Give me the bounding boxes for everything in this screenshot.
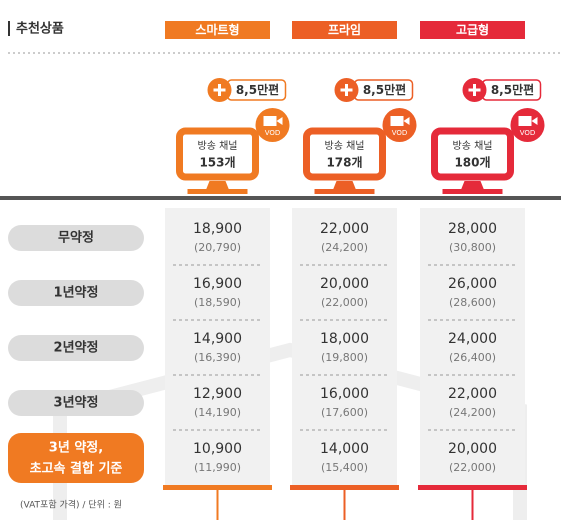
vod-camera [518, 116, 532, 126]
badge-plus [213, 84, 226, 96]
title-bar [8, 21, 10, 36]
price: 22,000 [448, 386, 497, 402]
column-bg [165, 208, 270, 488]
price-vat: (26,400) [449, 351, 496, 364]
price-vat: (22,000) [449, 461, 496, 474]
price: 12,900 [193, 386, 242, 402]
row-label: 2년약정 [54, 340, 99, 356]
vod-camera [390, 116, 404, 126]
row-label-pill [8, 225, 144, 251]
row-label: 3년 약정, [49, 440, 103, 456]
price-vat: (19,800) [321, 351, 368, 364]
price-vat: (24,200) [321, 241, 368, 254]
price-vat: (22,000) [321, 296, 368, 309]
column-bottom-bar [163, 485, 272, 490]
footer-note: (VAT포함 가격) / 단위 : 원 [20, 499, 122, 511]
tv-screen [431, 127, 514, 181]
row-label-pill [8, 280, 144, 306]
vod-text: VOD [392, 129, 408, 137]
tv-base [314, 189, 375, 194]
badge-text: 8,5만편 [363, 82, 406, 97]
plan-name: 고급형 [456, 22, 489, 37]
price-vat: (30,800) [449, 241, 496, 254]
row-label-pill [8, 433, 144, 483]
price: 14,900 [193, 331, 242, 347]
column-bg [292, 208, 397, 488]
price: 20,000 [320, 276, 369, 292]
price: 18,000 [320, 331, 369, 347]
plan-header [165, 21, 270, 39]
plan-header [292, 21, 397, 39]
tv-stand [205, 181, 230, 191]
badge-plus [340, 84, 353, 96]
price-vat: (28,600) [449, 296, 496, 309]
plan-header [420, 21, 525, 39]
badge-text: 8,5만편 [491, 82, 534, 97]
price-vat: (18,590) [194, 296, 241, 309]
shelf-line [0, 196, 561, 200]
vod-text: VOD [520, 129, 536, 137]
price-vat: (16,390) [194, 351, 241, 364]
price-vat: (14,190) [194, 406, 241, 419]
price-vat: (11,990) [194, 461, 241, 474]
vod-lens [276, 117, 283, 125]
price: 16,900 [193, 276, 242, 292]
row-label: 1년약정 [54, 285, 99, 301]
price: 22,000 [320, 221, 369, 237]
price: 10,900 [193, 441, 242, 457]
tv-stand [460, 181, 485, 191]
channel-count: 178개 [326, 156, 362, 170]
price-vat: (17,600) [321, 406, 368, 419]
row-label: 초고속 결합 기준 [30, 461, 123, 477]
badge-text: 8,5만편 [236, 82, 279, 97]
plan-name: 프라임 [328, 22, 361, 37]
vod-lens [403, 117, 410, 125]
price: 20,000 [448, 441, 497, 457]
price-vat: (20,790) [194, 241, 241, 254]
price: 24,000 [448, 331, 497, 347]
channel-count: 180개 [454, 156, 490, 170]
column-bottom-bar [418, 485, 527, 490]
channel-label: 방송 채널 [453, 140, 493, 152]
row-label-pill [8, 390, 144, 416]
tv-base [187, 189, 248, 194]
tv-screen [176, 127, 259, 181]
price: 18,900 [193, 221, 242, 237]
price: 14,000 [320, 441, 369, 457]
title: 추천상품 [16, 21, 64, 37]
price: 26,000 [448, 276, 497, 292]
price: 16,000 [320, 386, 369, 402]
row-label: 무약정 [58, 230, 94, 246]
column-bottom-bar [290, 485, 399, 490]
plan-name: 스마트형 [195, 22, 239, 37]
row-label-pill [8, 335, 144, 361]
channel-count: 153개 [199, 156, 235, 170]
channel-label: 방송 채널 [198, 140, 238, 152]
badge-plus [468, 84, 481, 96]
price-vat: (15,400) [321, 461, 368, 474]
channel-label: 방송 채널 [325, 140, 365, 152]
tv-base [442, 189, 503, 194]
vod-lens [531, 117, 538, 125]
price: 28,000 [448, 221, 497, 237]
vod-text: VOD [265, 129, 281, 137]
tv-screen [303, 127, 386, 181]
tv-stand [332, 181, 357, 191]
column-bg [420, 208, 525, 488]
price-vat: (24,200) [449, 406, 496, 419]
vod-camera [263, 116, 277, 126]
row-label: 3년약정 [54, 395, 99, 411]
